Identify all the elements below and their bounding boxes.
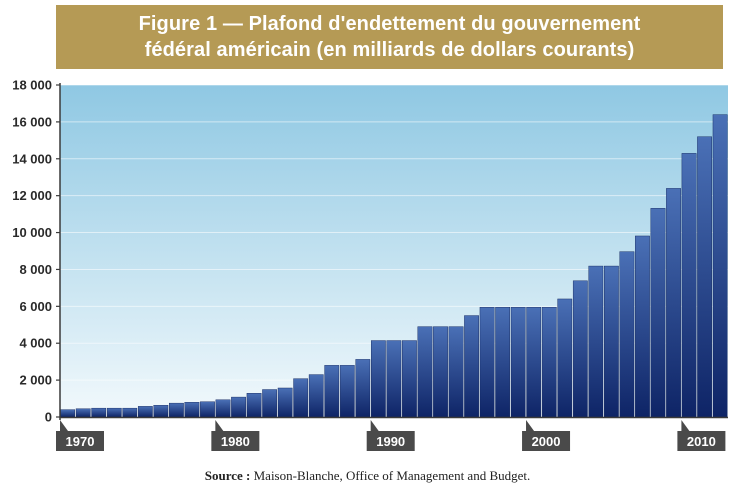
x-tick-notch — [526, 420, 535, 431]
y-tick-label: 8 000 — [19, 262, 52, 277]
bar-2005 — [604, 265, 619, 418]
bar-1975 — [137, 406, 153, 418]
bar-1988 — [339, 365, 355, 418]
y-tick-label: 16 000 — [12, 114, 52, 129]
bar-1977 — [169, 402, 184, 418]
bar-1983 — [262, 389, 277, 418]
bar-1989 — [355, 359, 371, 418]
bar-1996 — [464, 315, 479, 418]
x-tick-notch — [215, 420, 224, 431]
y-tick-label: 18 000 — [12, 78, 52, 93]
bar-2004 — [588, 265, 604, 418]
bar-1978 — [184, 402, 200, 418]
y-tick-label: 6 000 — [19, 299, 52, 314]
bar-1986 — [308, 374, 324, 418]
bar-2000 — [526, 307, 542, 418]
bar-1990 — [370, 340, 386, 418]
bar-1992 — [402, 340, 417, 418]
source-text: Maison-Blanche, Office of Management and… — [250, 468, 531, 483]
bar-2001 — [541, 307, 557, 418]
bar-1980 — [215, 399, 231, 418]
bar-2009 — [666, 188, 681, 418]
x-tick-box — [366, 431, 415, 451]
bar-1971 — [75, 408, 91, 418]
bar-1970 — [60, 409, 76, 418]
bar-1987 — [324, 365, 340, 418]
x-tick-notch — [370, 420, 379, 431]
bar-2012 — [712, 114, 728, 418]
chart-title-line2: fédéral américain (en milliards de dolla… — [144, 39, 635, 61]
bar-1994 — [433, 326, 448, 418]
bar-1973 — [106, 407, 122, 418]
y-tick-label: 2 000 — [19, 373, 52, 388]
x-tick-notch — [681, 420, 690, 431]
x-tick-notch — [60, 420, 68, 431]
chart-title-line1: Figure 1 — Plafond d'endettement du gouv… — [138, 13, 641, 35]
bar-1984 — [277, 387, 293, 418]
title-banner: Figure 1 — Plafond d'endettement du gouv… — [56, 5, 723, 69]
bar-1976 — [153, 405, 169, 418]
bar-2003 — [572, 280, 588, 418]
bar-1985 — [293, 378, 309, 418]
bar-2002 — [557, 298, 573, 418]
bar-1993 — [417, 326, 433, 418]
bar-1997 — [479, 307, 495, 418]
x-tick-box — [211, 431, 260, 451]
bar-1974 — [122, 407, 138, 418]
bar-1981 — [231, 396, 246, 418]
x-tick-label: 1990 — [376, 434, 405, 449]
bar-1972 — [91, 407, 107, 418]
x-tick-label: 2010 — [687, 434, 716, 449]
bar-2010 — [681, 153, 697, 418]
x-tick-box — [522, 431, 571, 451]
bar-2007 — [635, 235, 650, 418]
bar-1979 — [200, 401, 215, 418]
bar-1991 — [386, 340, 402, 418]
bar-2008 — [650, 208, 666, 418]
x-tick-label: 2000 — [532, 434, 561, 449]
y-tick-label: 10 000 — [12, 225, 52, 240]
bar-2011 — [697, 136, 712, 418]
source-label: Source : — [204, 468, 251, 483]
y-tick-label: 14 000 — [12, 151, 52, 166]
y-tick-label: 4 000 — [19, 336, 52, 351]
x-tick-box — [677, 431, 726, 451]
x-tick-label: 1980 — [221, 434, 250, 449]
bar-1982 — [246, 393, 262, 418]
source-note: Source : Maison-Blanche, Office of Manag… — [0, 468, 735, 484]
y-tick-label: 0 — [45, 410, 52, 425]
x-tick-box — [56, 431, 104, 451]
x-tick-label: 1970 — [66, 434, 95, 449]
bar-1999 — [510, 307, 526, 418]
bar-1998 — [495, 307, 511, 418]
bar-1995 — [448, 326, 464, 418]
y-tick-label: 12 000 — [12, 188, 52, 203]
bar-2006 — [619, 251, 635, 418]
